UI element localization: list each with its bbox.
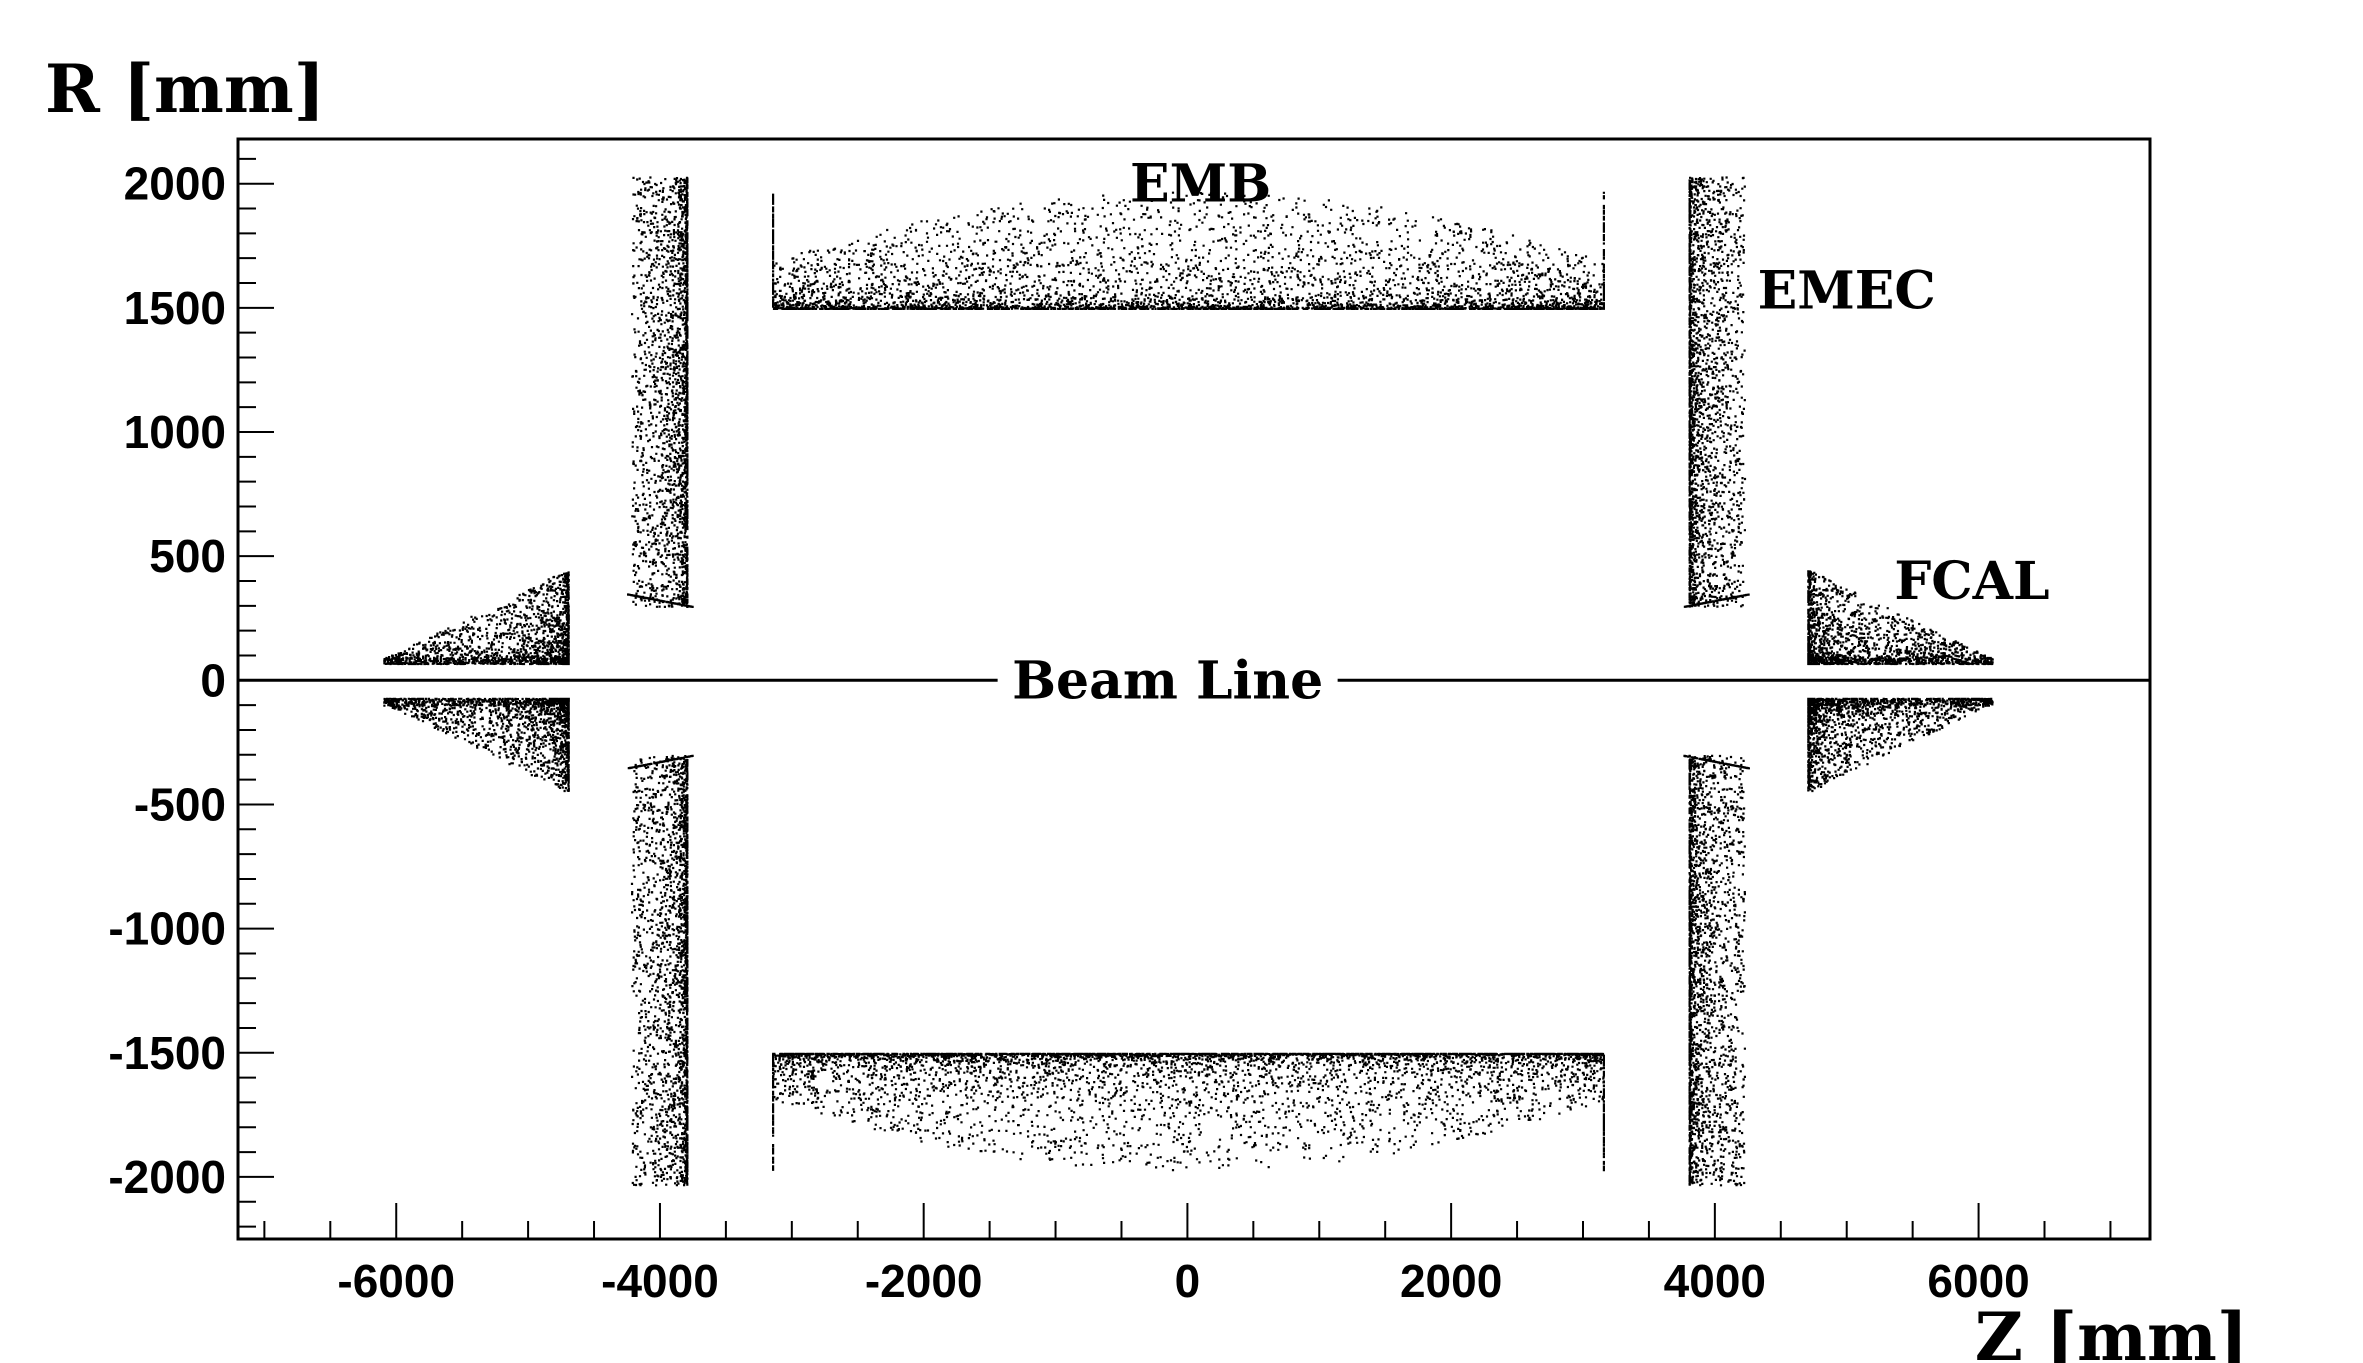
x-tick-label: -6000	[337, 1255, 455, 1307]
x-tick-label: -4000	[601, 1255, 719, 1307]
label-beam-line: Beam Line	[1012, 650, 1323, 711]
y-axis-title: R [mm]	[45, 50, 325, 128]
y-tick-label: -2000	[108, 1151, 226, 1203]
y-tick-label: 2000	[124, 158, 226, 210]
label-emb: EMB	[1130, 154, 1271, 215]
x-axis-ticks	[263, 1203, 2112, 1239]
x-tick-label: 6000	[1927, 1255, 2029, 1307]
y-tick-label: 500	[149, 530, 226, 582]
x-tick-label: 2000	[1400, 1255, 1502, 1307]
y-tick-label: 0	[200, 654, 226, 706]
y-axis-tick-labels: 2000 1500 1000 500 0 -500 -1000 -1500 -2000	[108, 158, 226, 1203]
y-tick-label: 1500	[124, 282, 226, 334]
label-emec: EMEC	[1758, 260, 1936, 321]
y-tick-label: 1000	[124, 406, 226, 458]
y-tick-label: -1500	[108, 1027, 226, 1079]
x-tick-label: 0	[1175, 1255, 1201, 1307]
x-tick-label: 4000	[1664, 1255, 1766, 1307]
plot-frame	[236, 137, 2152, 1241]
label-fcal: FCAL	[1894, 551, 2049, 612]
y-axis-ticks	[238, 157, 274, 1228]
x-axis-title: Z [mm]	[1975, 1298, 2248, 1363]
x-tick-label: -2000	[865, 1255, 983, 1307]
y-tick-label: -1000	[108, 903, 226, 955]
y-tick-label: -500	[134, 778, 226, 830]
x-axis-tick-labels: -6000 -4000 -2000 0 2000 4000 6000	[337, 1255, 2029, 1307]
